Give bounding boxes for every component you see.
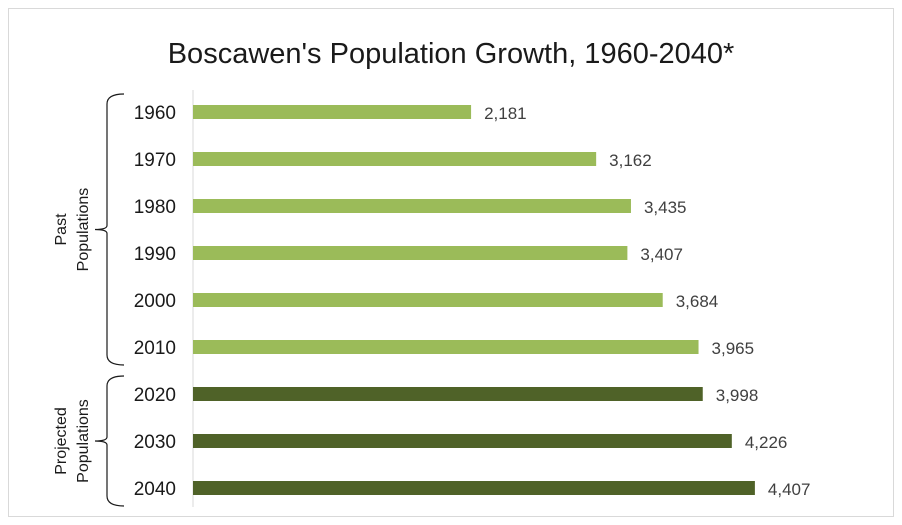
chart-frame [8,8,894,517]
group-label-2: Projected Populations [53,399,92,483]
data-label-1990: 3,407 [640,245,683,264]
bar-1970 [193,152,597,166]
tick-label-1990: 1990 [134,244,176,265]
tick-label-2020: 2020 [134,385,176,406]
bar-2000 [193,293,663,307]
group-label-line: Past [53,213,70,246]
data-label-2020: 3,998 [716,386,759,405]
bar-2030 [193,434,732,448]
bar-1980 [193,199,631,213]
data-label-1970: 3,162 [609,151,652,170]
group-label-1: Past Populations [53,188,92,272]
data-label-2030: 4,226 [745,433,788,452]
bar-2040 [193,481,755,495]
data-label-2000: 3,684 [676,292,719,311]
group-bracket-2 [94,375,125,507]
bar-1960 [193,105,472,119]
chart-title: Boscawen's Population Growth, 1960-2040* [167,38,735,70]
tick-label-2040: 2040 [134,479,176,500]
group-label-line: Projected [53,407,70,475]
data-label-1960: 2,181 [484,104,527,123]
tick-label-2030: 2030 [134,432,176,453]
data-label-2040: 4,407 [768,480,811,499]
tick-label-2000: 2000 [134,291,176,312]
tick-label-1970: 1970 [134,150,176,171]
bar-2020 [193,387,703,401]
group-label-line: Populations [75,188,92,272]
tick-label-2010: 2010 [134,338,176,359]
data-label-1980: 3,435 [644,198,687,217]
tick-label-1980: 1980 [134,197,176,218]
bar-2010 [193,340,699,354]
group-bracket-1 [94,93,125,366]
tick-label-1960: 1960 [134,103,176,124]
group-label-line: Populations [75,399,92,483]
data-label-2010: 3,965 [712,339,755,358]
bar-1990 [193,246,628,260]
